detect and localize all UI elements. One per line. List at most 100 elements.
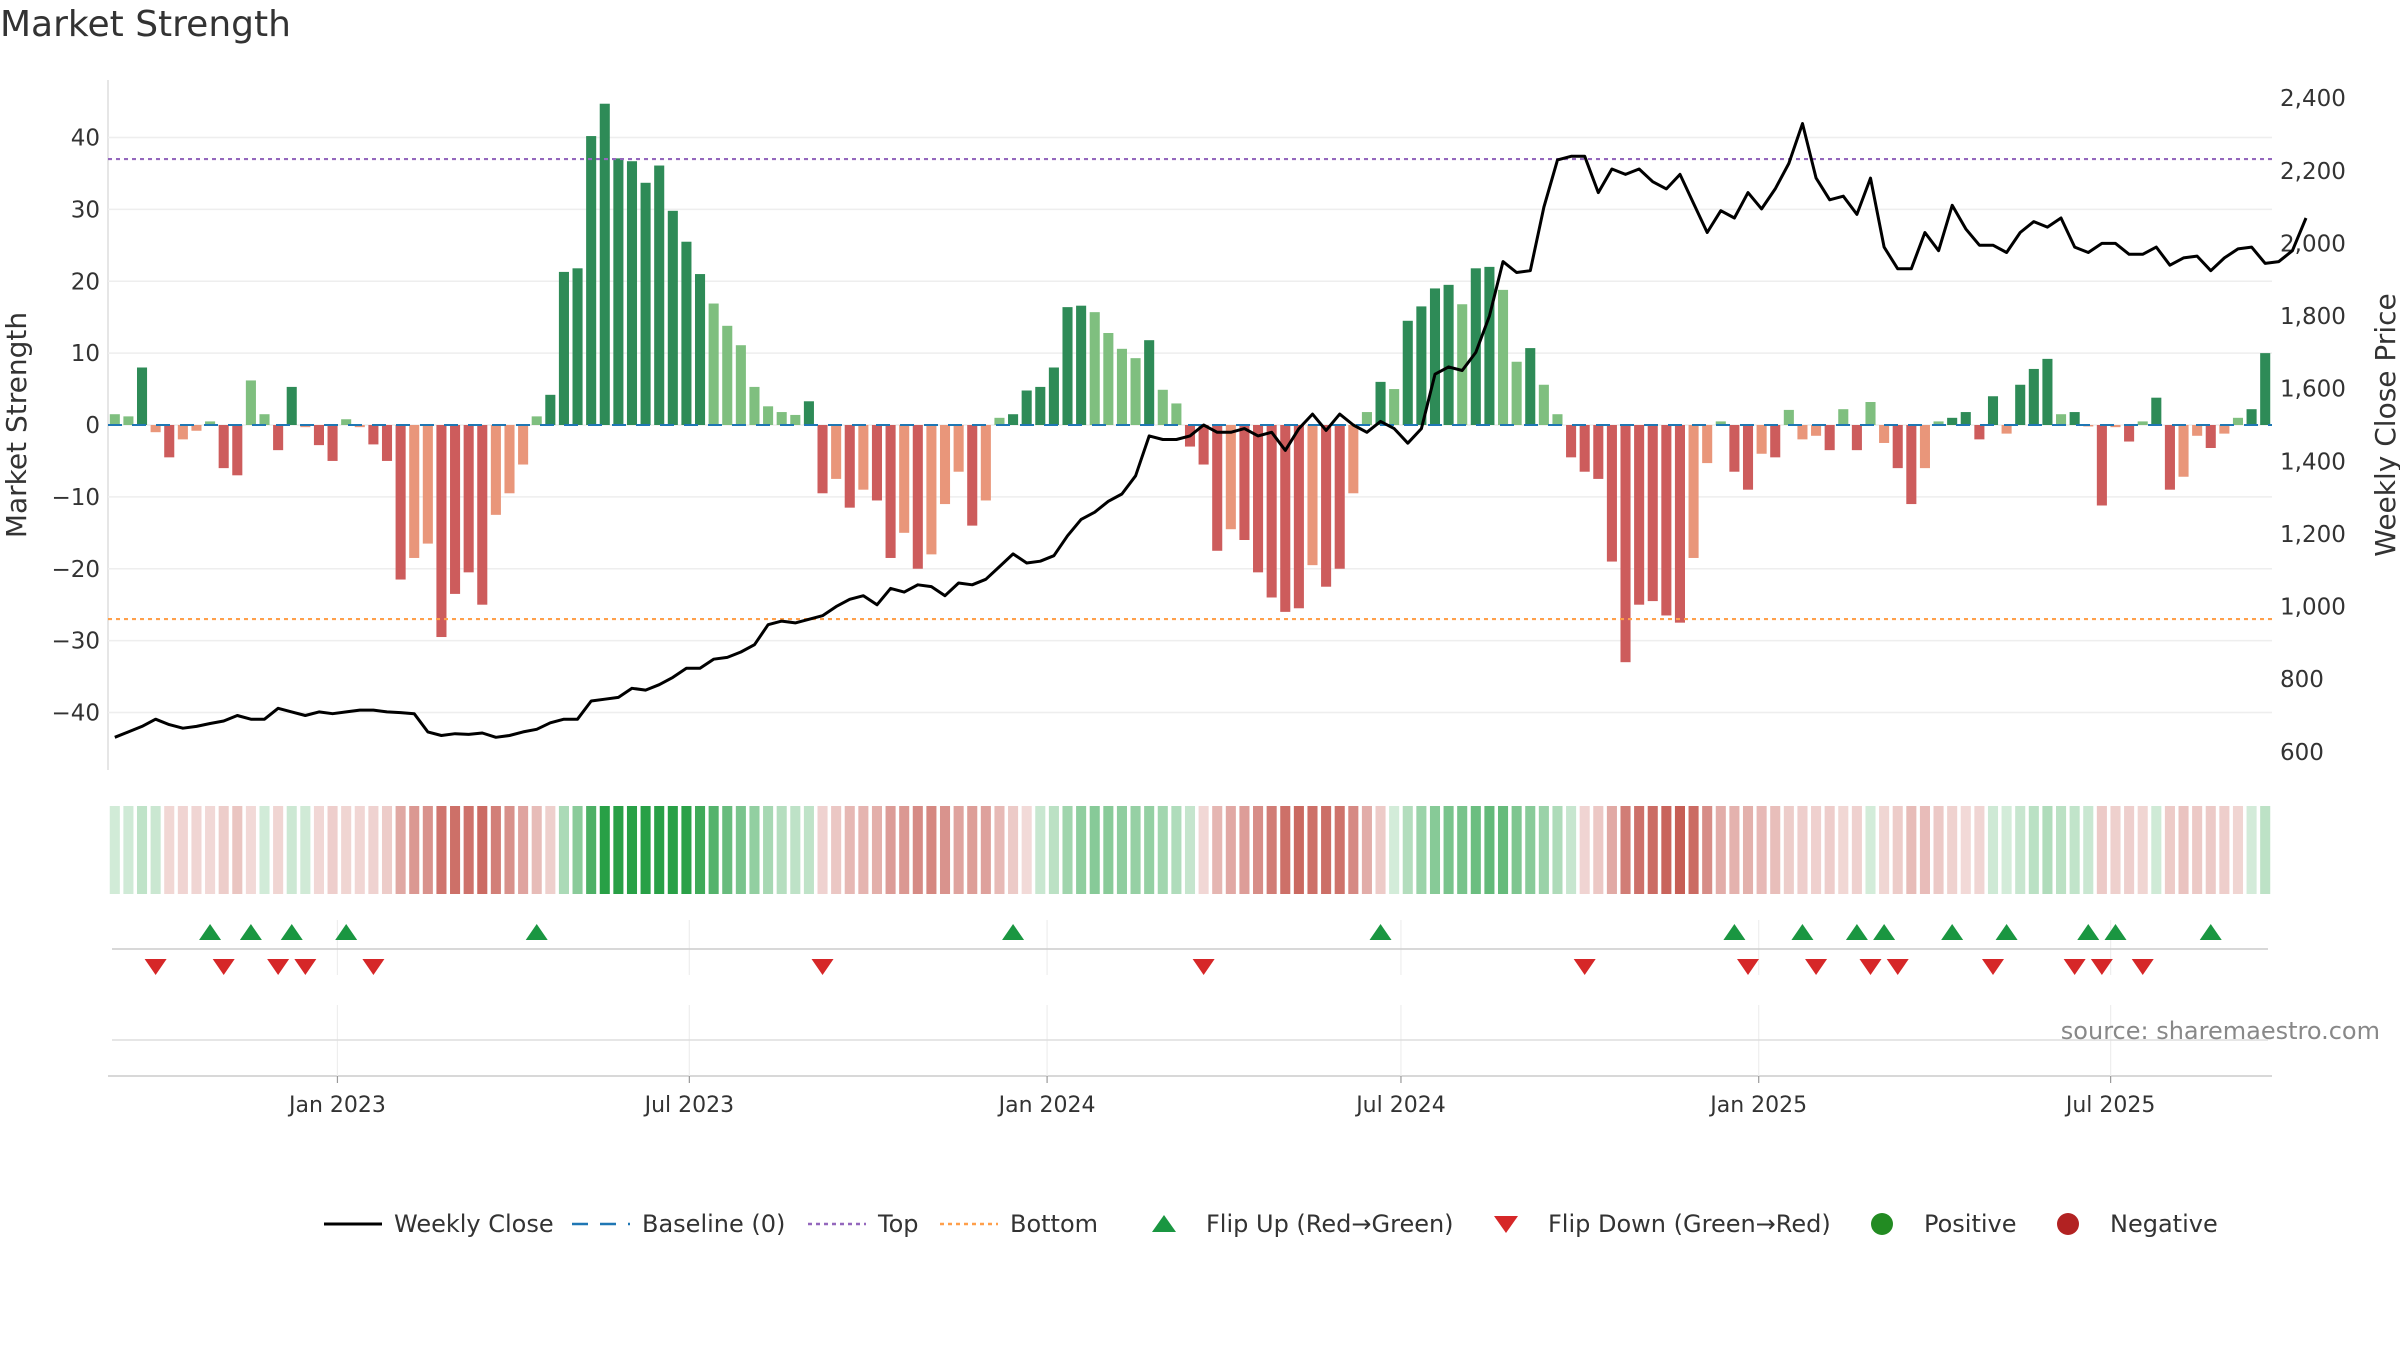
strength-bar [1130,358,1141,425]
heat-cell [681,806,692,894]
heat-cell [2001,806,2012,894]
strength-bar [1198,425,1209,465]
strength-bar [749,386,760,425]
heat-cell [395,806,406,894]
strength-bar [1116,348,1127,425]
heat-cell [654,806,665,894]
heat-cell [1144,806,1155,894]
heat-cell [259,806,270,894]
strength-bar [2164,425,2175,490]
heat-cell [463,806,474,894]
heat-cell [2151,806,2162,894]
strength-bar [463,425,474,573]
strength-bar [422,425,433,544]
strength-bar [2110,425,2121,428]
strength-bar [1579,425,1590,472]
strength-bar [1293,425,1304,609]
x-tick-label: Jul 2023 [643,1093,735,1118]
flip-up-marker [1791,924,1814,940]
heat-cell [790,806,801,894]
flip-down-marker [1737,959,1760,975]
y-tick-label: −10 [51,485,100,511]
heat-cell [749,806,760,894]
strength-bar [1389,389,1400,425]
heat-cell [626,806,638,894]
flip-down-marker [144,959,167,975]
x-tick-label: Jul 2024 [1354,1093,1446,1118]
heat-cell [2069,806,2080,894]
heat-cell [1865,806,1876,894]
y2-tick-label: 1,400 [2280,449,2346,475]
strength-bar [763,406,774,425]
strength-bar [871,425,883,501]
strength-bar [1552,414,1563,425]
x-tick-label: Jan 2025 [1708,1093,1807,1118]
heat-cell [1770,806,1781,894]
flip-down-marker [1805,959,1828,975]
strength-bar [123,416,134,425]
strength-bar [490,425,501,515]
strength-bar [695,274,706,425]
strength-bar [2124,425,2135,442]
strength-bar [1021,390,1032,425]
flip-down-marker [267,959,290,975]
strength-bar [245,380,256,425]
strength-bar [1361,412,1372,425]
strength-bar [2137,421,2148,425]
flip-up-marker [2199,924,2222,940]
strength-bar [450,425,461,594]
weekly-close-line [114,122,2308,739]
legend-flip-down-icon [1494,1216,1518,1233]
heat-cell [1688,806,1699,894]
strength-bar [1321,425,1332,587]
heat-cell [450,806,461,894]
flip-down-marker [1573,959,1596,975]
flip-up-marker [1995,924,2018,940]
heat-cell [2232,806,2244,894]
strength-bar [1838,409,1849,425]
heat-cell [123,806,134,894]
legend-label-weekly_close: Weekly Close [394,1210,554,1238]
strength-bar [109,414,120,425]
heat-cell [245,806,256,894]
strength-bar [1280,425,1291,612]
strength-bar [1919,425,1930,469]
strength-bar [2232,417,2244,425]
heat-cell [286,806,297,894]
heat-cell [150,806,161,894]
strength-bar [599,103,610,425]
heat-cell [504,806,515,894]
legend-negative-icon [2057,1213,2079,1235]
heat-cell [572,806,583,894]
heat-cell [1811,806,1822,894]
strength-bar [926,425,937,555]
strength-bar [1307,425,1318,566]
strength-bar [967,425,978,526]
heat-cell [1021,806,1032,894]
strength-bar [1239,425,1250,540]
heat-cell [1035,806,1046,894]
strength-bar [1947,417,1958,425]
heat-cell [1729,806,1740,894]
strength-bar [1634,425,1645,605]
legend-label-flip_up: Flip Up (Red→Green) [1206,1210,1454,1238]
strength-bar [640,182,651,425]
strength-bar [1566,425,1577,458]
strength-bar [1933,421,1944,425]
heat-cell [381,806,393,894]
heat-cell [545,806,556,894]
heat-cell [313,806,324,894]
strength-bar [1674,425,1685,623]
heat-cell [2042,806,2053,894]
strength-bar [409,425,420,558]
flip-up-marker [1873,924,1896,940]
strength-bar [558,271,569,425]
heat-cell [177,806,188,894]
heat-cell [1634,806,1645,894]
heat-cell [409,806,420,894]
strength-bar [1144,340,1155,425]
heat-cell [2083,806,2094,894]
heat-cell [939,806,951,894]
strength-bar [1429,288,1441,425]
heat-cell [1171,806,1182,894]
